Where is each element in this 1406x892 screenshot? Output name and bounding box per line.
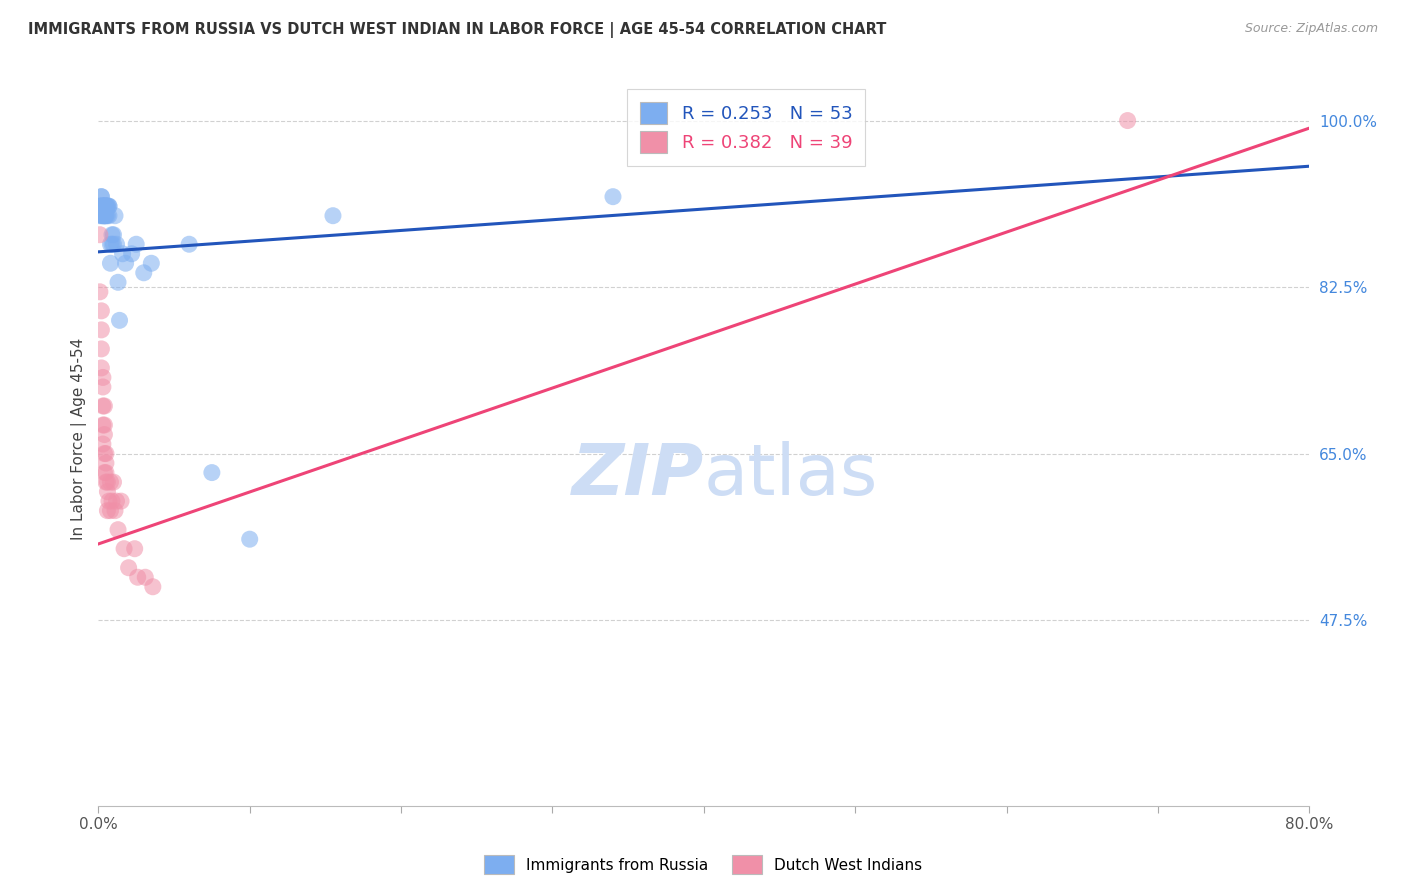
Point: [141, 256, 163, 270]
Point: [93, 199, 115, 213]
Point: [93, 209, 115, 223]
Point: [90, 199, 112, 213]
Point: [93, 209, 115, 223]
Point: [96, 484, 118, 499]
Point: [91, 199, 114, 213]
Text: IMMIGRANTS FROM RUSSIA VS DUTCH WEST INDIAN IN LABOR FORCE | AGE 45-54 CORRELATI: IMMIGRANTS FROM RUSSIA VS DUTCH WEST IND…: [28, 22, 887, 38]
Point: [108, 313, 131, 327]
Point: [90, 303, 112, 318]
Point: [91, 370, 114, 384]
Point: [114, 256, 136, 270]
Point: [94, 456, 117, 470]
Point: [94, 475, 117, 489]
Point: [90, 342, 112, 356]
Point: [93, 199, 115, 213]
Point: [97, 199, 120, 213]
Point: [1116, 113, 1139, 128]
Point: [117, 560, 139, 574]
Point: [91, 399, 114, 413]
Point: [111, 246, 134, 260]
Legend: Immigrants from Russia, Dutch West Indians: Immigrants from Russia, Dutch West India…: [478, 849, 928, 880]
Point: [107, 275, 129, 289]
Point: [96, 475, 118, 489]
Point: [89, 285, 111, 299]
Point: [101, 227, 124, 242]
Text: ZIP: ZIP: [571, 442, 704, 510]
Point: [91, 199, 114, 213]
Point: [90, 199, 112, 213]
Point: [112, 541, 135, 556]
Point: [89, 199, 111, 213]
Point: [89, 199, 111, 213]
Point: [100, 256, 122, 270]
Text: Source: ZipAtlas.com: Source: ZipAtlas.com: [1244, 22, 1378, 36]
Point: [90, 189, 112, 203]
Point: [107, 523, 129, 537]
Point: [93, 199, 115, 213]
Text: atlas: atlas: [704, 442, 879, 510]
Point: [91, 199, 114, 213]
Point: [93, 209, 115, 223]
Point: [97, 199, 120, 213]
Point: [100, 475, 122, 489]
Point: [94, 199, 117, 213]
Point: [125, 237, 148, 252]
Point: [91, 437, 114, 451]
Point: [124, 541, 146, 556]
Point: [90, 209, 112, 223]
Point: [93, 417, 115, 432]
Point: [100, 237, 122, 252]
Point: [134, 570, 156, 584]
Point: [110, 494, 132, 508]
Point: [105, 237, 128, 252]
Point: [104, 209, 127, 223]
Point: [93, 446, 115, 460]
Point: [91, 209, 114, 223]
Point: [91, 417, 114, 432]
Point: [90, 360, 112, 375]
Point: [179, 237, 201, 252]
Point: [322, 209, 344, 223]
Point: [89, 227, 111, 242]
Point: [96, 199, 118, 213]
Point: [94, 199, 117, 213]
Point: [89, 209, 111, 223]
Point: [93, 427, 115, 442]
Point: [94, 199, 117, 213]
Point: [100, 503, 122, 517]
Point: [94, 199, 117, 213]
Point: [94, 209, 117, 223]
Legend: R = 0.253   N = 53, R = 0.382   N = 39: R = 0.253 N = 53, R = 0.382 N = 39: [627, 89, 865, 166]
Point: [602, 189, 624, 203]
Point: [94, 209, 117, 223]
Point: [103, 475, 125, 489]
Point: [93, 399, 115, 413]
Y-axis label: In Labor Force | Age 45-54: In Labor Force | Age 45-54: [72, 338, 87, 541]
Point: [96, 199, 118, 213]
Point: [91, 209, 114, 223]
Point: [121, 246, 143, 260]
Point: [101, 494, 124, 508]
Point: [142, 580, 165, 594]
Point: [91, 199, 114, 213]
Point: [239, 532, 262, 546]
Point: [90, 189, 112, 203]
Point: [91, 380, 114, 394]
Point: [97, 494, 120, 508]
Point: [201, 466, 224, 480]
Point: [93, 466, 115, 480]
Point: [97, 209, 120, 223]
Point: [105, 494, 128, 508]
Point: [132, 266, 155, 280]
Point: [96, 503, 118, 517]
Point: [104, 503, 127, 517]
Point: [103, 237, 125, 252]
Point: [96, 209, 118, 223]
Point: [127, 570, 149, 584]
Point: [101, 237, 124, 252]
Point: [94, 466, 117, 480]
Point: [94, 446, 117, 460]
Point: [103, 227, 125, 242]
Point: [90, 323, 112, 337]
